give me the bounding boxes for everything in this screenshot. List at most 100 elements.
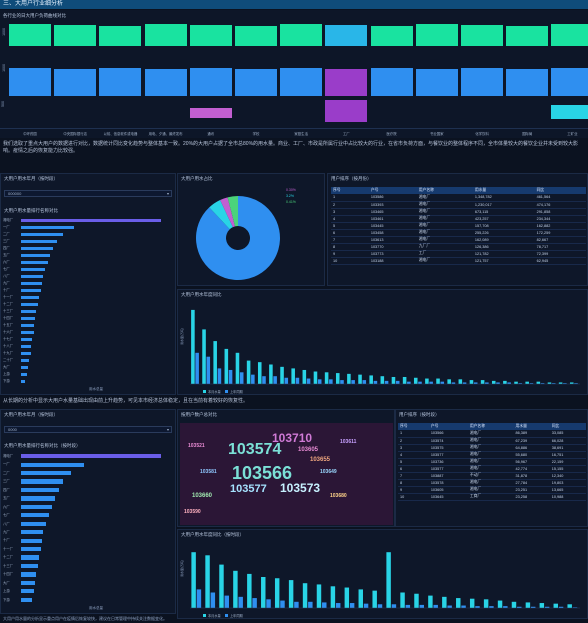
vbar bbox=[483, 599, 489, 608]
rank-bar bbox=[21, 496, 55, 501]
word-cloud-word: 103590 bbox=[184, 509, 201, 515]
table-cell: 103577 bbox=[428, 465, 468, 473]
vbar bbox=[572, 607, 578, 608]
table-panel-2: 用户排序（按时段） 序号 户号 用户名称 用水量 同比 1 103566 湘电厂 86,389 3… bbox=[395, 409, 588, 527]
vbar bbox=[358, 589, 363, 608]
pie-slice bbox=[220, 197, 236, 228]
table-row[interactable]: 7 103613 湘电厂 162,089 82,667 bbox=[331, 236, 586, 244]
rank-panel-1: 大用户用水年月（按时段） 000000 ▾ 大用户用水量排行名称对比 湘电厂 一厂二… bbox=[0, 173, 176, 395]
table-cell bbox=[423, 458, 429, 466]
table-header[interactable]: 序号 bbox=[398, 423, 424, 430]
table-cell: 工商厂 bbox=[467, 493, 514, 501]
table-header[interactable]: 用户名称 bbox=[416, 187, 473, 194]
table-cell bbox=[423, 493, 429, 501]
vbar bbox=[384, 380, 389, 384]
table-row[interactable]: 5 103736 湘电厂 56,967 22,159 bbox=[398, 458, 586, 466]
rank-bar bbox=[21, 365, 28, 370]
vbar bbox=[525, 381, 529, 384]
vbar bbox=[196, 589, 202, 608]
table-row[interactable]: 2 103393 湘电厂 1,230,017 474,176 bbox=[331, 201, 586, 209]
table-row[interactable]: 6 103577 湘电厂 42,774 15,155 bbox=[398, 465, 586, 473]
category-label: 通讯 bbox=[207, 132, 215, 136]
rank-panel-2-title: 大用户用水年月（按时段） bbox=[4, 412, 58, 417]
table-row[interactable]: 7 103887 不动厂 31,878 12,340 bbox=[398, 472, 586, 480]
vbar bbox=[433, 604, 438, 608]
table-row[interactable]: 1 103586 湘电厂 1,348,782 461,564 bbox=[331, 194, 586, 202]
rank-label: 一厂 bbox=[3, 225, 10, 229]
table-header[interactable]: 户号 bbox=[428, 423, 468, 430]
table-row[interactable]: 1 103566 湘电厂 86,389 33,085 bbox=[398, 430, 586, 438]
legend-swatch bbox=[203, 614, 206, 617]
table-cell bbox=[362, 257, 369, 265]
vbar bbox=[291, 368, 295, 384]
pie-slice bbox=[209, 199, 233, 230]
word-cloud-word: 103566 bbox=[232, 463, 293, 483]
vbar bbox=[547, 382, 552, 384]
word-cloud-word: 103710 bbox=[272, 431, 313, 445]
table-row[interactable]: 4 103577 湘电厂 55,680 16,751 bbox=[398, 451, 586, 459]
table-cell: 湘电厂 bbox=[467, 458, 514, 466]
table-header[interactable] bbox=[423, 423, 429, 430]
vbar bbox=[269, 364, 273, 384]
vbar bbox=[295, 377, 300, 384]
table-cell: 湘电厂 bbox=[467, 486, 514, 494]
rank-label: 六厂 bbox=[3, 504, 10, 509]
table-2: 序号 户号 用户名称 用水量 同比 1 103566 湘电厂 86,389 33,085 2 1035… bbox=[398, 423, 586, 501]
vbar bbox=[511, 601, 517, 608]
period-select-2[interactable]: 0000 ▾ bbox=[4, 426, 172, 433]
table-row[interactable]: 6 103458 湘电厂 255,226 172,259 bbox=[331, 229, 586, 237]
vbar bbox=[294, 601, 299, 608]
table-cell: 湘电厂 bbox=[416, 194, 473, 202]
table-row[interactable]: 5 103445 湘电厂 157,708 162,882 bbox=[331, 222, 586, 230]
table-row[interactable]: 9 103605 湘电厂 23,251 13,665 bbox=[398, 486, 586, 494]
period-select-1[interactable]: 000000 ▾ bbox=[4, 190, 172, 197]
vbar bbox=[402, 376, 407, 384]
vbar bbox=[205, 555, 210, 608]
table-row[interactable]: 2 103574 湘电厂 67,239 66,028 bbox=[398, 437, 586, 445]
table-cell: 56,967 bbox=[513, 458, 550, 466]
table-header[interactable]: 用水量 bbox=[472, 187, 535, 194]
table-cell: 23,251 bbox=[513, 486, 550, 494]
vbar bbox=[235, 352, 240, 384]
table-row[interactable]: 10 103188 湘电厂 121,757 62,945 bbox=[331, 257, 586, 265]
rank-bar bbox=[21, 530, 44, 535]
table-cell bbox=[362, 243, 369, 251]
table-cell: 103188 bbox=[368, 257, 417, 265]
vbar bbox=[530, 606, 536, 608]
table-cell bbox=[362, 194, 369, 202]
table-header[interactable]: 同比 bbox=[534, 187, 586, 194]
table-header[interactable]: 户号 bbox=[368, 187, 417, 194]
table-1-title: 用户排序（按月份） bbox=[331, 176, 372, 181]
table-cell: 湘电厂 bbox=[416, 236, 473, 244]
table-header[interactable]: 序号 bbox=[331, 187, 363, 194]
table-row[interactable]: 8 103578 湘电厂 27,784 19,803 bbox=[398, 479, 586, 487]
rank-bar bbox=[21, 309, 37, 314]
analysis-paragraph-2: 从长期的分析中显示大用户水量基础出现由前上升趋势，可见本市经济总体稳定，且在当前… bbox=[3, 398, 249, 404]
table-row[interactable]: 10 103645 工商厂 23,258 10,988 bbox=[398, 493, 586, 501]
rank-bar bbox=[21, 471, 72, 476]
table-header[interactable] bbox=[362, 187, 369, 194]
vbar bbox=[525, 602, 531, 608]
table-header[interactable]: 用水量 bbox=[513, 423, 550, 430]
vbar bbox=[324, 372, 329, 384]
rank-label: 八厂 bbox=[3, 274, 10, 278]
table-row[interactable]: 4 103461 湘电厂 423,257 234,344 bbox=[331, 215, 586, 223]
vbar bbox=[362, 380, 367, 384]
vbar bbox=[219, 564, 224, 608]
rank-bar bbox=[21, 589, 34, 594]
rank-label: 四厂 bbox=[3, 246, 10, 250]
table-cell: 474,176 bbox=[534, 201, 586, 209]
table-row[interactable]: 3 103575 湘电厂 64,886 38,691 bbox=[398, 444, 586, 452]
table-row[interactable]: 9 103773 工厂 121,782 72,399 bbox=[331, 250, 586, 258]
table-row[interactable]: 3 103465 湘电厂 673,115 291,858 bbox=[331, 208, 586, 216]
rank-bar bbox=[21, 295, 40, 300]
table-row[interactable]: 8 103770 九厂厂 126,386 78,717 bbox=[331, 243, 586, 251]
table-header[interactable]: 同比 bbox=[549, 423, 586, 430]
table-cell: 103445 bbox=[368, 222, 417, 230]
table-cell: 157,708 bbox=[472, 222, 535, 230]
table-header[interactable]: 用户名称 bbox=[467, 423, 514, 430]
vbar bbox=[563, 383, 567, 384]
pie-title: 大用户用水占比 bbox=[181, 176, 213, 181]
rank-bar bbox=[21, 513, 49, 518]
table-cell: 103458 bbox=[368, 229, 417, 237]
